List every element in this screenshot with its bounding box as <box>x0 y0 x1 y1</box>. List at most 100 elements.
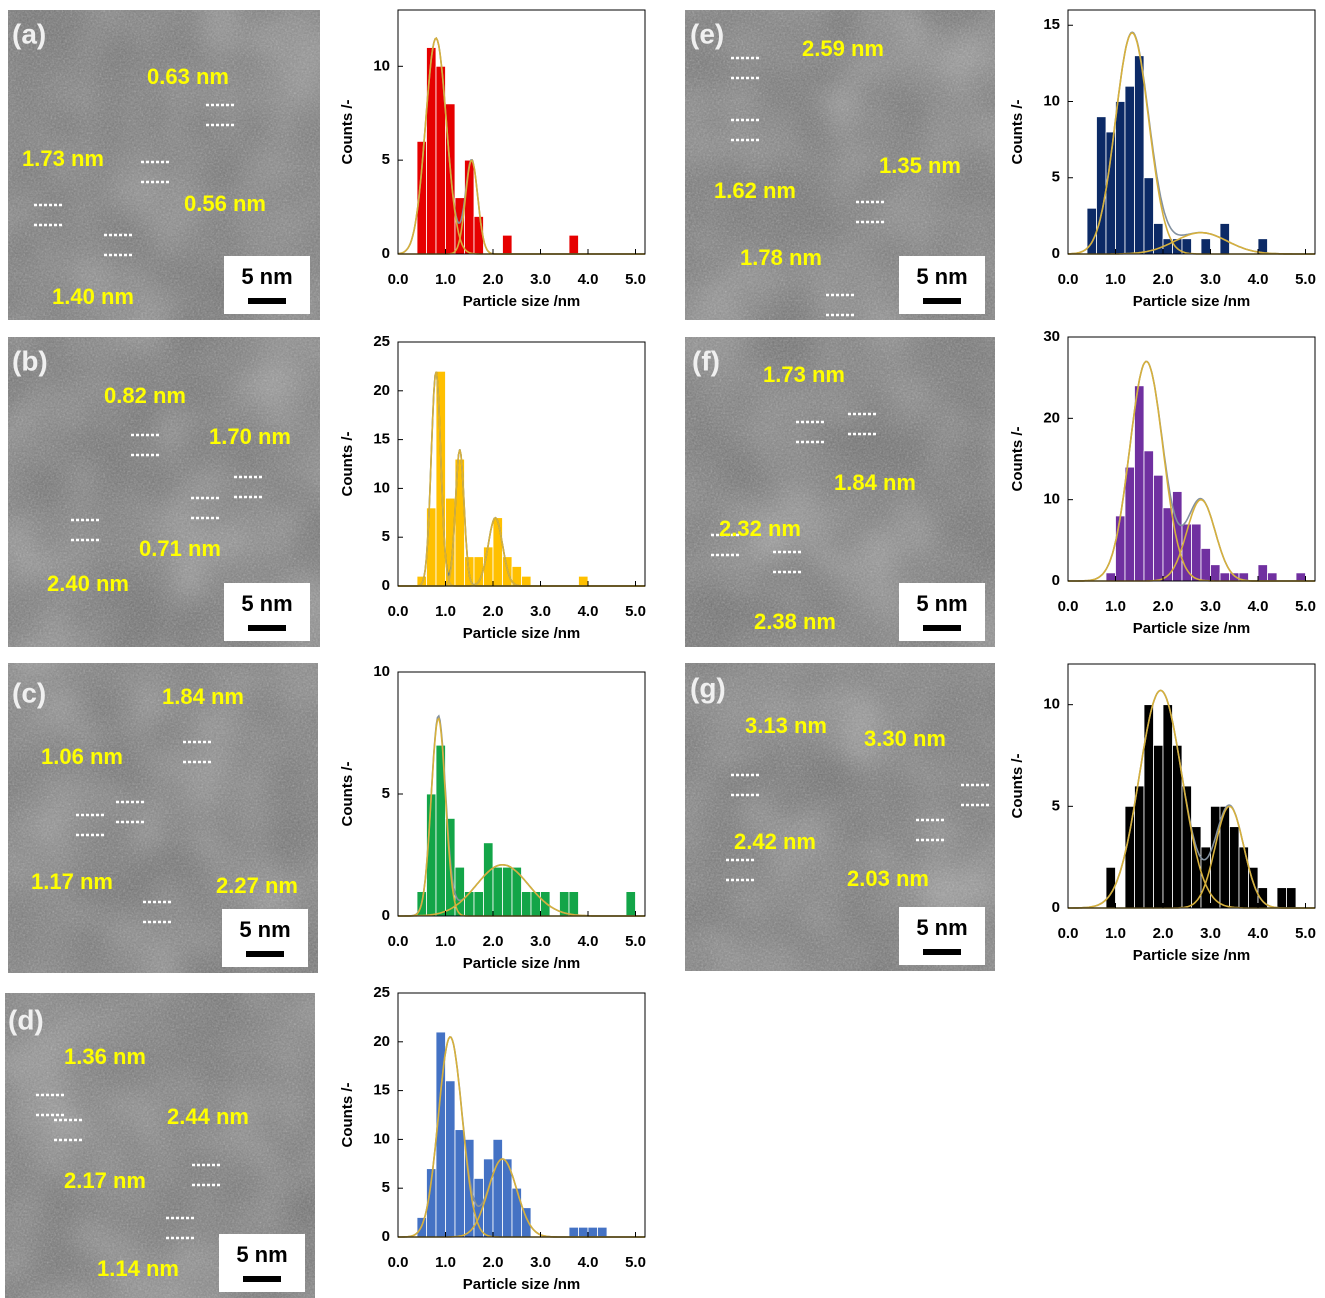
y-tick-label: 20 <box>1043 409 1060 426</box>
x-tick-label: 3.0 <box>530 271 551 288</box>
measurement-label: 2.40 nm <box>47 571 129 596</box>
scale-bar <box>248 298 286 304</box>
measurement-label: 3.13 nm <box>745 713 827 738</box>
histogram-bar <box>521 575 532 587</box>
measurement-label: 2.03 nm <box>847 866 929 891</box>
scale-bar-box <box>224 256 310 314</box>
histogram-bar <box>1096 116 1107 255</box>
histogram-bar <box>483 842 494 917</box>
x-tick-label: 2.0 <box>483 271 504 288</box>
measurement-label: 0.71 nm <box>139 536 221 561</box>
y-tick-label: 5 <box>1052 797 1060 814</box>
x-tick-label: 5.0 <box>1295 925 1316 942</box>
x-tick-label: 1.0 <box>1105 598 1126 615</box>
panel-label: (f) <box>692 345 720 376</box>
histogram-bar <box>625 891 636 917</box>
measurement-label: 2.42 nm <box>734 829 816 854</box>
histogram-bar <box>1124 85 1135 255</box>
scale-bar <box>923 298 961 304</box>
y-axis-label: Counts /- <box>339 1083 356 1148</box>
measurement-label: 2.32 nm <box>719 516 801 541</box>
y-axis-label: Counts /- <box>339 762 356 827</box>
histogram-bar <box>1115 101 1126 255</box>
histogram-bar <box>445 1080 456 1238</box>
measurement-label: 0.82 nm <box>104 383 186 408</box>
scale-bar-label: 5 nm <box>241 264 292 289</box>
panel-label: (d) <box>8 1004 44 1035</box>
x-tick-label: 5.0 <box>625 603 646 620</box>
histogram-bar <box>1200 548 1211 582</box>
y-tick-label: 0 <box>382 577 390 594</box>
histogram-bar <box>1257 564 1268 582</box>
x-tick-label: 0.0 <box>1058 598 1079 615</box>
histogram-bar <box>1162 704 1173 909</box>
y-tick-label: 10 <box>373 479 390 496</box>
panel-label: (a) <box>12 18 46 49</box>
scale-bar-box <box>899 907 985 965</box>
scale-bar-box <box>899 256 985 314</box>
measurement-label: 1.73 nm <box>22 146 104 171</box>
y-tick-label: 15 <box>1043 16 1060 33</box>
measurement-label: 2.17 nm <box>64 1168 146 1193</box>
x-tick-label: 5.0 <box>1295 598 1316 615</box>
scale-bar-label: 5 nm <box>236 1242 287 1267</box>
plot-frame <box>397 992 646 1238</box>
x-tick-label: 3.0 <box>530 1254 551 1271</box>
measurement-label: 1.84 nm <box>162 684 244 709</box>
y-tick-label: 25 <box>373 333 390 350</box>
x-tick-label: 0.0 <box>1058 271 1079 288</box>
y-tick-label: 5 <box>382 528 390 545</box>
histogram-bar <box>1219 572 1230 582</box>
y-tick-label: 30 <box>1043 328 1060 345</box>
x-tick-label: 1.0 <box>435 603 456 620</box>
y-tick-label: 10 <box>1043 696 1060 713</box>
measurement-label: 1.17 nm <box>31 869 113 894</box>
histogram-bar <box>483 546 494 587</box>
histogram-bar <box>1229 572 1240 582</box>
measurement-label: 2.38 nm <box>754 609 836 634</box>
plot-frame <box>1067 336 1316 582</box>
histogram-bar <box>1124 466 1135 582</box>
measurement-label: 2.59 nm <box>802 36 884 61</box>
measurement-label: 1.73 nm <box>763 362 845 387</box>
y-tick-label: 15 <box>373 1082 390 1099</box>
x-tick-label: 5.0 <box>1295 271 1316 288</box>
panel-label: (b) <box>12 345 48 376</box>
plot-frame <box>397 341 646 587</box>
y-tick-label: 0 <box>1052 572 1060 589</box>
histogram-bar <box>464 159 475 255</box>
histogram-bar <box>492 517 503 587</box>
histogram-bar <box>492 866 503 917</box>
histogram-bar <box>1200 238 1211 255</box>
y-tick-label: 10 <box>373 1130 390 1147</box>
y-tick-label: 0 <box>1052 899 1060 916</box>
y-tick-label: 5 <box>382 1179 390 1196</box>
scale-bar <box>243 1276 281 1282</box>
y-axis-label: Counts /- <box>1009 100 1026 165</box>
histogram-bar <box>454 1129 465 1238</box>
measurement-label: 1.35 nm <box>879 153 961 178</box>
y-tick-label: 10 <box>373 57 390 74</box>
histogram-bar <box>1134 385 1145 582</box>
x-axis-label: Particle size /nm <box>463 955 581 972</box>
measurement-label: 0.56 nm <box>184 191 266 216</box>
histogram-bar <box>1267 572 1278 582</box>
x-tick-label: 0.0 <box>388 933 409 950</box>
plot-frame <box>1067 663 1316 909</box>
histogram-bar <box>1238 846 1249 909</box>
histogram-bar <box>502 234 513 255</box>
x-tick-label: 4.0 <box>578 271 599 288</box>
x-tick-label: 0.0 <box>388 271 409 288</box>
histogram-bar <box>578 1226 589 1238</box>
scale-bar-label: 5 nm <box>916 264 967 289</box>
measurement-label: 1.06 nm <box>41 744 123 769</box>
scale-bar-box <box>222 909 308 967</box>
histogram-bar <box>435 370 446 587</box>
y-tick-label: 5 <box>1052 169 1060 186</box>
x-tick-label: 1.0 <box>435 1254 456 1271</box>
histogram-bar <box>1143 177 1154 255</box>
x-tick-label: 1.0 <box>1105 271 1126 288</box>
histogram-bar <box>1210 564 1221 582</box>
measurement-label: 1.40 nm <box>52 284 134 309</box>
